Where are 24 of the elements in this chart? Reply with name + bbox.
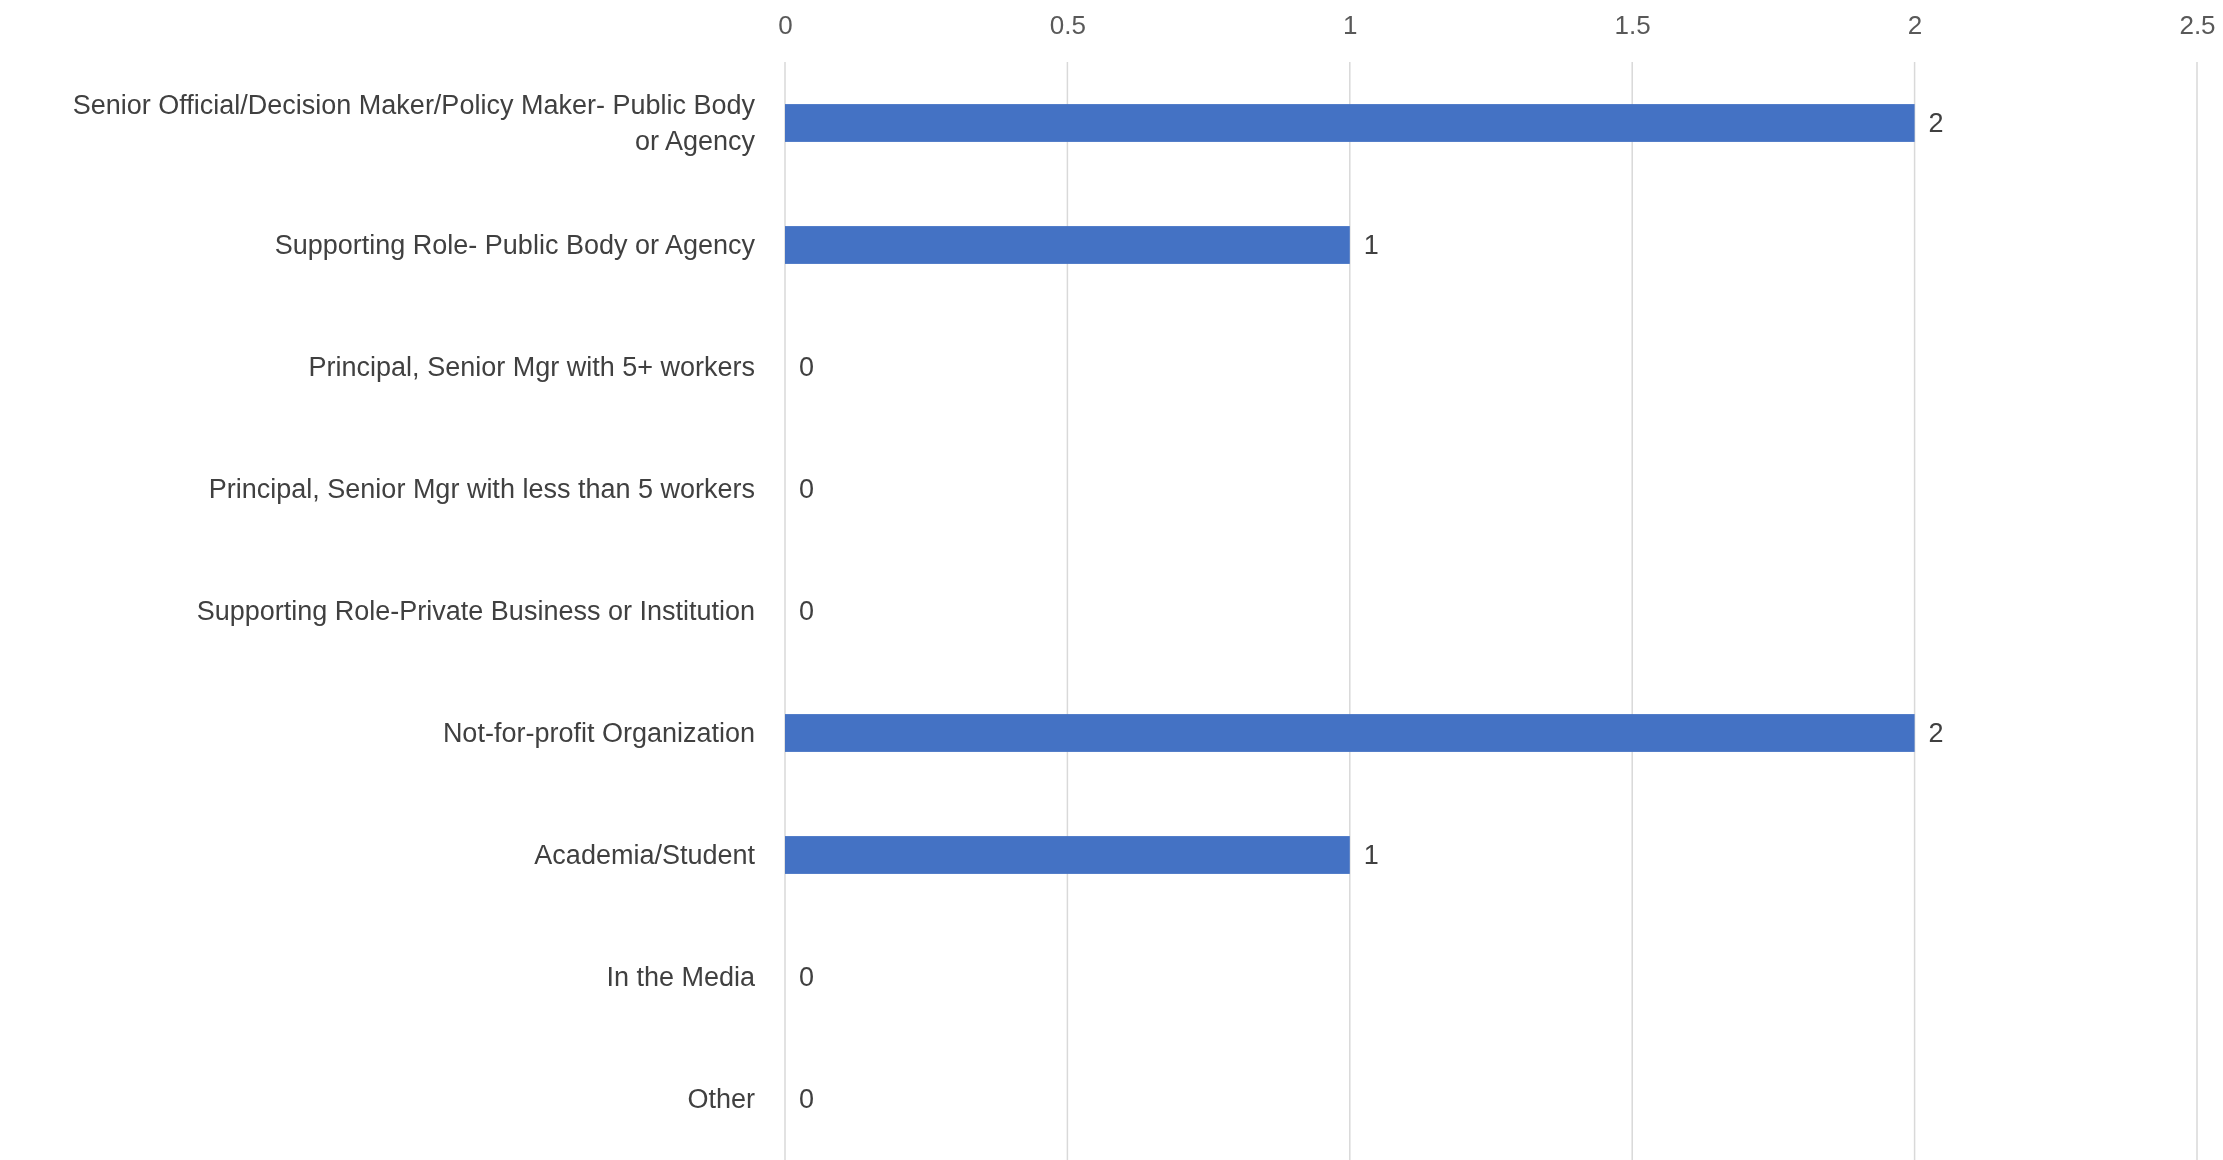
x-tick-label: 1 — [1343, 10, 1358, 40]
y-tick-label: Supporting Role- Public Body or Agency — [274, 230, 756, 261]
x-tick-label: 0.5 — [1049, 10, 1086, 40]
data-label: 0 — [799, 962, 815, 993]
y-tick-label: Academia/Student — [534, 840, 756, 871]
y-tick-label: In the Media — [606, 962, 756, 993]
data-label: 1 — [1363, 230, 1379, 261]
data-label: 0 — [799, 596, 815, 627]
x-tick-label: 2.5 — [2179, 10, 2216, 40]
x-tick-label: 0 — [778, 10, 793, 40]
data-label: 2 — [1928, 108, 1944, 139]
y-tick-label: Supporting Role-Private Business or Institution — [196, 596, 755, 627]
y-tick-label: Other — [687, 1084, 755, 1115]
data-label: 1 — [1363, 840, 1379, 871]
y-tick-label: Principal, Senior Mgr with 5+ workers — [308, 352, 755, 383]
x-tick-label: 2 — [1907, 10, 1923, 40]
x-tick-label: 1.5 — [1614, 10, 1651, 40]
y-tick-label: Principal, Senior Mgr with less than 5 workers — [208, 474, 755, 505]
data-label: 0 — [799, 352, 815, 383]
y-tick-label: Senior Official/Decision Maker/Policy Maker- Public Body or Agency — [72, 90, 756, 157]
data-label: 0 — [799, 1084, 815, 1115]
y-tick-label: Not-for-profit Organization — [442, 718, 755, 749]
data-label: 0 — [799, 474, 815, 505]
data-label: 2 — [1928, 718, 1944, 749]
